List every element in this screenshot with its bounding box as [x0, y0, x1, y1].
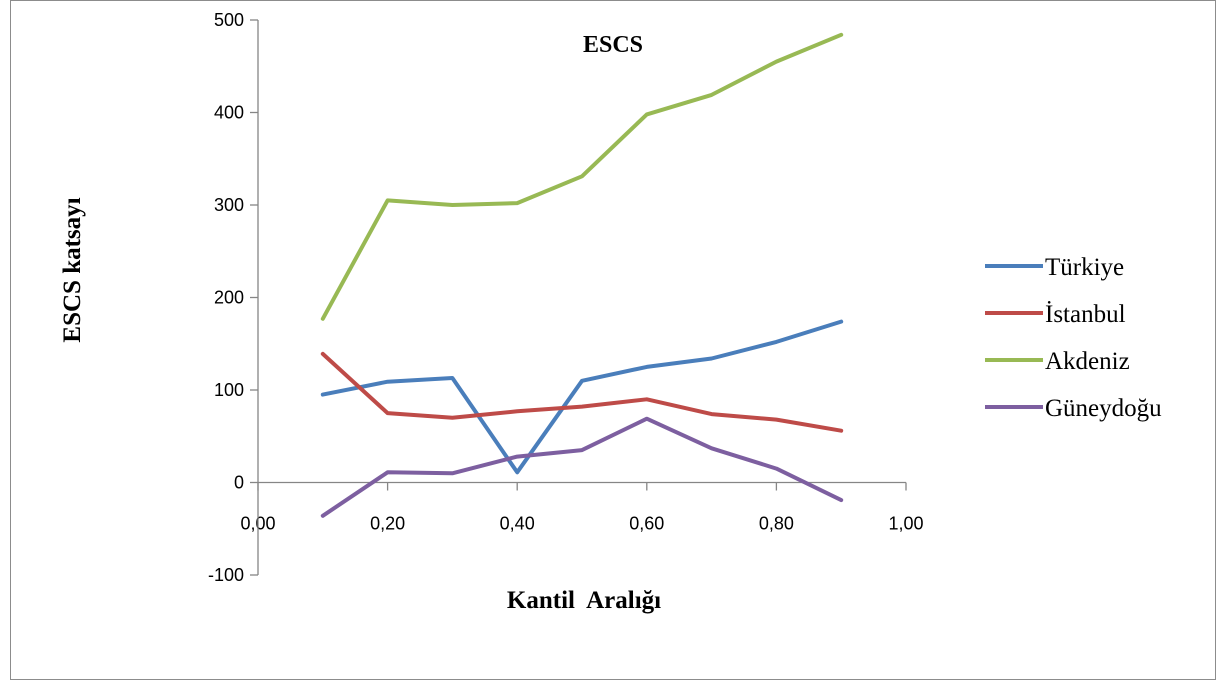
chart-frame — [10, 0, 1216, 680]
y-tick-label: 100 — [214, 380, 244, 400]
y-tick-label: 0 — [234, 473, 244, 493]
legend-label-akdeniz: Akdeniz — [1045, 348, 1130, 375]
series-line-guneydogu — [320, 416, 844, 518]
y-tick-label: 200 — [214, 288, 244, 308]
legend-label-istanbul: İstanbul — [1045, 301, 1126, 328]
y-axis-ticks: -100 0 100 200 300 400 500 — [208, 10, 258, 585]
x-tick-label: 0,80 — [759, 514, 794, 534]
series-line-istanbul — [320, 351, 844, 433]
y-tick-label: 400 — [214, 103, 244, 123]
x-tick-label: 0,40 — [500, 514, 535, 534]
series-lines — [320, 32, 844, 518]
y-axis-label: ESCS katsayı — [59, 197, 86, 342]
x-tick-label: 0,60 — [629, 514, 664, 534]
legend-label-guneydogu: Güneydoğu — [1045, 395, 1162, 422]
legend: Türkiye İstanbul Akdeniz Güneydoğu — [985, 254, 1162, 422]
y-tick-label: 300 — [214, 195, 244, 215]
series-line-akdeniz — [320, 32, 844, 321]
legend-label-turkiye: Türkiye — [1045, 254, 1124, 281]
x-tick-label: 0,20 — [370, 514, 405, 534]
x-axis-label: Kantil Aralığı — [507, 587, 661, 614]
series-line-turkiye — [320, 319, 844, 475]
y-tick-label: 500 — [214, 10, 244, 30]
x-tick-label: 1,00 — [888, 514, 923, 534]
chart-title: ESCS — [583, 32, 643, 58]
y-tick-label: -100 — [208, 565, 244, 585]
